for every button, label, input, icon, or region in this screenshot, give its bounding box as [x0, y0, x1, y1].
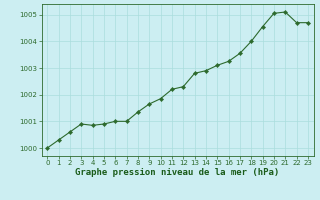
- X-axis label: Graphe pression niveau de la mer (hPa): Graphe pression niveau de la mer (hPa): [76, 168, 280, 177]
